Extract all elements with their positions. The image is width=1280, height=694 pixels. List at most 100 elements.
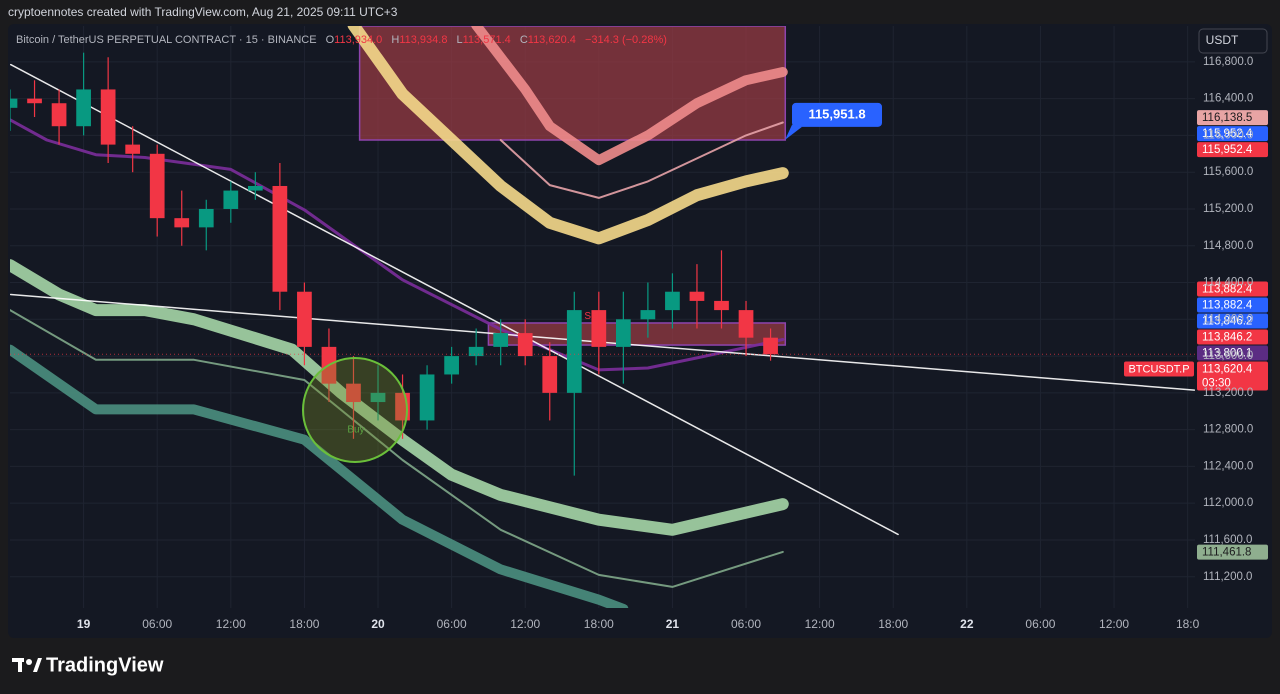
- candle-body: [714, 300, 729, 311]
- y-tick-label: 112,000.0: [1203, 497, 1253, 509]
- candle-body: [76, 89, 91, 127]
- callout-pointer: [785, 124, 802, 140]
- candle-body: [27, 98, 42, 104]
- y-tick-label: 114,800.0: [1203, 240, 1253, 252]
- price-tag-label: 115,952.4: [1202, 128, 1253, 140]
- price-tag-label: 113,846.2: [1202, 332, 1252, 344]
- candle-body: [370, 392, 386, 403]
- candle-body: [198, 208, 214, 228]
- ohlc-value: 113,620.4: [528, 34, 576, 46]
- logo-mark: [12, 658, 42, 672]
- ohlc-value: 113,934.0: [334, 34, 382, 46]
- candle-body: [247, 185, 263, 191]
- price-tag-label: 115,952.4: [1202, 144, 1253, 156]
- ohlc-key: C: [520, 34, 528, 46]
- y-tick-label: 111,600.0: [1203, 534, 1252, 546]
- indicator-line: [10, 344, 629, 608]
- price-tag: [1197, 329, 1268, 345]
- y-tick-label: 112,800.0: [1203, 424, 1253, 436]
- ohlc-value: 113,571.4: [463, 34, 511, 46]
- candle-body: [297, 291, 312, 347]
- price-tag: [1197, 361, 1268, 391]
- candle-body: [419, 374, 435, 421]
- ohlc-key: L: [457, 34, 463, 46]
- ohlc-key: H: [391, 34, 399, 46]
- x-tick-label: 18:00: [289, 617, 319, 631]
- candle-body: [665, 291, 680, 311]
- candle-body: [591, 310, 607, 347]
- indicator-line: [10, 309, 784, 588]
- y-tick-label: 116,400.0: [1203, 93, 1253, 105]
- x-tick-label: 12:00: [805, 617, 835, 631]
- candle-body: [566, 310, 582, 393]
- price-tag-label: 111,461.8: [1202, 547, 1251, 559]
- plot-area: [10, 26, 1195, 608]
- candle-body: [493, 333, 509, 347]
- price-tag: [1197, 313, 1268, 329]
- y-tick-label: 113,600.0: [1203, 350, 1253, 362]
- x-tick-label: 06:00: [1025, 617, 1055, 631]
- x-tick-label: 19: [77, 617, 91, 631]
- price-tag-label: 113,882.4: [1202, 284, 1253, 296]
- price-tag: [1197, 297, 1268, 313]
- callout-label: 115,951.8: [808, 106, 865, 121]
- y-tick-label: 113,200.0: [1203, 387, 1253, 399]
- x-tick-label: 22: [960, 617, 974, 631]
- candle-body: [517, 333, 533, 357]
- candle-body: [346, 383, 361, 403]
- candle-body: [444, 356, 459, 375]
- x-tick-label: 18:0: [1176, 617, 1200, 631]
- y-tick-label: 112,400.0: [1203, 460, 1253, 472]
- price-tag-label: 113,882.4: [1202, 300, 1253, 312]
- candle-body: [223, 190, 239, 209]
- change: −314.3 (−0.28%): [585, 34, 667, 46]
- price-tag: [1197, 126, 1268, 142]
- logo-text: TradingView: [46, 654, 164, 676]
- indicator-line: [10, 63, 899, 536]
- candle-body: [689, 291, 705, 301]
- y-tick-label: 114,000.0: [1203, 313, 1253, 325]
- currency[interactable]: USDT: [1206, 33, 1239, 47]
- price-tag-label: 116,138.5: [1202, 112, 1252, 124]
- candle-body: [10, 98, 18, 108]
- price-tag-label: 113,800.1: [1202, 348, 1252, 360]
- candle-body: [738, 310, 754, 338]
- x-tick-label: 21: [666, 617, 680, 631]
- attribution: cryptoennotes created with TradingView.c…: [8, 5, 398, 19]
- candle-body: [640, 310, 656, 320]
- y-tick-label: 111,200.0: [1203, 571, 1252, 583]
- annotation: Buy: [347, 424, 364, 435]
- legend: Bitcoin / TetherUS PERPETUAL CONTRACT · …: [16, 34, 667, 46]
- y-tick-label: 115,200.0: [1203, 203, 1253, 215]
- ohlc-value: 113,934.8: [399, 34, 447, 46]
- x-tick-label: 06:00: [142, 617, 172, 631]
- currency-button[interactable]: [1198, 28, 1268, 54]
- price-tag-label: 113,846.2: [1202, 316, 1252, 328]
- candle-body: [100, 89, 116, 145]
- y-tick-label: 116,800.0: [1203, 56, 1253, 68]
- x-tick-label: 12:00: [216, 617, 246, 631]
- price-tag: [1197, 110, 1268, 126]
- candle-body: [468, 346, 484, 357]
- x-tick-label: 06:00: [731, 617, 761, 631]
- candle-body: [542, 356, 558, 393]
- candle-body: [149, 153, 165, 219]
- price-tag: [1197, 142, 1268, 158]
- price-tag: [1197, 281, 1268, 297]
- price-tag: [1197, 544, 1268, 560]
- price-tag-label: 113,620.4: [1202, 364, 1253, 376]
- y-tick-label: 115,600.0: [1203, 166, 1253, 178]
- x-tick-label: 20: [371, 617, 385, 631]
- indicator-line: [471, 26, 788, 166]
- candle-body: [272, 185, 288, 292]
- x-tick-label: 18:00: [878, 617, 908, 631]
- price-tag: [1197, 345, 1268, 361]
- indicator-line: [10, 118, 785, 372]
- callout-box: [792, 102, 882, 127]
- x-tick-label: 18:00: [584, 617, 614, 631]
- x-tick-label: 12:00: [510, 617, 540, 631]
- candle-body: [763, 337, 778, 355]
- candle-body: [615, 319, 631, 347]
